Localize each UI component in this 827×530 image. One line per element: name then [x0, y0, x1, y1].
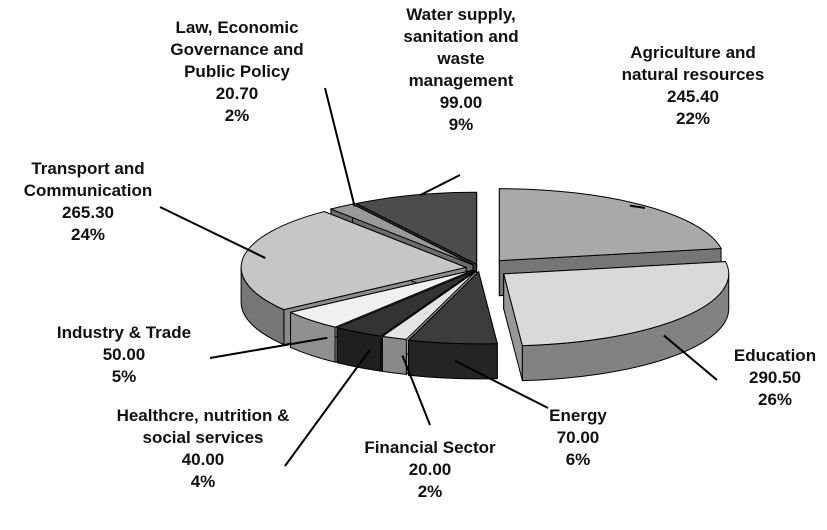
category-label: Transport and Communication: [23, 159, 153, 200]
slice-label: Industry & Trade 50.00 5%: [24, 322, 224, 388]
percentage-label: 26%: [757, 390, 793, 409]
slice-label: Healthcre, nutrition & social services 40…: [116, 405, 291, 493]
leader-line: [209, 336, 328, 359]
percentage-label: 22%: [675, 109, 711, 128]
leader-line: [663, 334, 718, 381]
percentage-label: 24%: [70, 225, 106, 244]
slice-label: Law, Economic Governance and Public Poli…: [150, 17, 325, 127]
slice-top: [335, 270, 476, 337]
value-label: 40.00: [181, 450, 225, 469]
percentage-label: 2%: [417, 482, 443, 501]
leader-line: [401, 355, 431, 426]
category-label: Industry & Trade: [56, 323, 192, 342]
category-label: Water supply, sanitation and waste manag…: [403, 5, 519, 90]
slice-top: [498, 188, 722, 262]
value-label: 245.40: [667, 87, 719, 106]
slice-wall: [408, 339, 498, 380]
category-label: Education: [733, 346, 817, 365]
percentage-label: 2%: [224, 106, 250, 125]
leader-line: [284, 349, 371, 467]
leader-line: [454, 359, 549, 409]
slice: [503, 261, 730, 382]
slice-label: Water supply, sanitation and waste manag…: [386, 4, 536, 136]
slice-label: Agriculture and natural resources 245.40 2…: [613, 42, 773, 130]
leader-line: [629, 204, 646, 209]
percentage-label: 4%: [190, 472, 216, 491]
category-label: Financial Sector: [364, 438, 496, 457]
value-label: 99.00: [439, 93, 483, 112]
slice-top: [240, 211, 468, 311]
percentage-label: 9%: [448, 115, 474, 134]
slice-top: [288, 269, 474, 328]
leader-line: [159, 206, 266, 259]
value-label: 290.50: [749, 368, 801, 387]
category-label: Agriculture and natural resources: [621, 43, 765, 84]
value-label: 20.00: [408, 460, 452, 479]
slice-top: [503, 261, 730, 347]
value-label: 70.00: [556, 428, 600, 447]
leader-line: [324, 87, 356, 207]
slice-label: Education 290.50 26%: [715, 345, 827, 411]
value-label: 265.30: [62, 203, 114, 222]
category-label: Energy: [549, 406, 607, 425]
slice-label: Energy 70.00 6%: [528, 405, 628, 471]
category-label: Healthcre, nutrition & social services: [116, 406, 290, 447]
value-label: 50.00: [102, 345, 146, 364]
slice-top: [407, 270, 498, 345]
leader-line: [419, 174, 461, 197]
percentage-label: 6%: [565, 450, 591, 469]
slice-label: Transport and Communication 265.30 24%: [0, 158, 178, 246]
category-label: Law, Economic Governance and Public Poli…: [170, 18, 304, 81]
value-label: 20.70: [215, 84, 259, 103]
slice: [407, 270, 498, 380]
slice-top: [354, 191, 478, 266]
slice-top: [381, 270, 477, 340]
slice-label: Financial Sector 20.00 2%: [335, 437, 525, 503]
percentage-label: 5%: [111, 367, 137, 386]
slice-top: [329, 203, 474, 266]
